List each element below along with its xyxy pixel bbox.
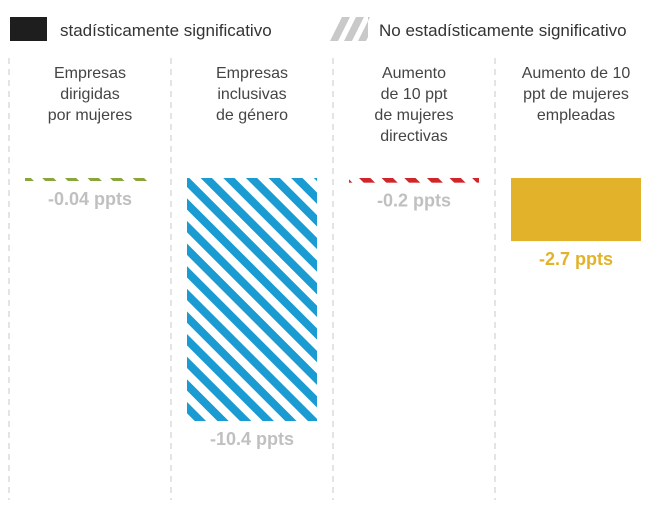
bar-4 [511, 178, 641, 242]
value-label-3: -0.2 ppts [377, 191, 451, 211]
category-labels: Empresas dirigidas por mujeres Empresas incl… [48, 65, 631, 145]
legend: stadísticamente significativo No estadís… [10, 17, 627, 41]
category-label-4: Aumento de 10 ppt de mujeres empleadas [522, 65, 631, 124]
value-label-4: -2.7 ppts [539, 249, 613, 269]
category-label-1: Empresas dirigidas por mujeres [48, 65, 132, 124]
legend-label-not-significant: No estadísticamente significativo [379, 21, 627, 40]
legend-swatch-significant [10, 17, 47, 41]
legend-label-significant: stadísticamente significativo [60, 21, 272, 40]
dividers [8, 58, 496, 500]
legend-swatch-not-significant [330, 17, 370, 41]
bar-1 [25, 178, 155, 181]
value-label-2: -10.4 ppts [210, 429, 294, 449]
bars [25, 178, 641, 421]
category-label-3: Aumento de 10 ppt de mujeres directivas [374, 65, 453, 145]
value-label-1: -0.04 ppts [48, 189, 132, 209]
bar-2 [187, 178, 317, 421]
value-labels: -0.04 ppts -10.4 ppts -0.2 ppts -2.7 ppts [48, 189, 613, 449]
bar-3 [349, 178, 479, 183]
category-label-2: Empresas inclusivas de género [216, 65, 288, 124]
